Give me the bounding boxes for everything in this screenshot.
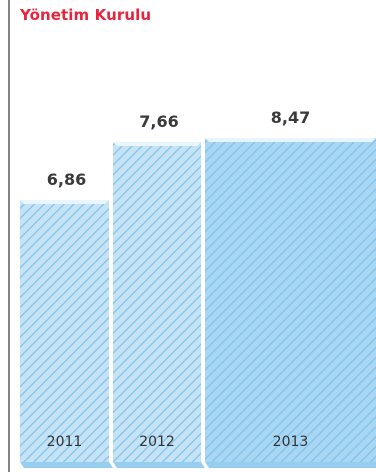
bar-2013	[205, 138, 376, 462]
bar-group-2011: 6,86 2011	[20, 170, 113, 468]
bar-group-2013: 8,47 2013	[205, 108, 376, 468]
bar-base-2013	[205, 462, 376, 468]
x-tick-label-2013: 2013	[273, 434, 309, 450]
bar-2012	[113, 142, 201, 462]
bar-top-highlight-2012	[113, 142, 201, 146]
bar-base-2011	[20, 462, 113, 468]
bar-base-2012	[113, 462, 205, 468]
bar-top-highlight-2013	[205, 138, 376, 142]
value-label-2012: 7,66	[139, 112, 178, 131]
bar-group-2012: 7,66 2012	[113, 112, 205, 468]
chart-title: Yönetim Kurulu	[20, 6, 152, 24]
bar-2011	[20, 200, 109, 462]
bar-top-highlight-2011	[20, 200, 109, 204]
value-label-2011: 6,86	[47, 170, 86, 189]
x-tick-label-2011: 2011	[47, 434, 83, 450]
x-tick-label-2012: 2012	[139, 434, 175, 450]
value-label-2013: 8,47	[271, 108, 310, 127]
